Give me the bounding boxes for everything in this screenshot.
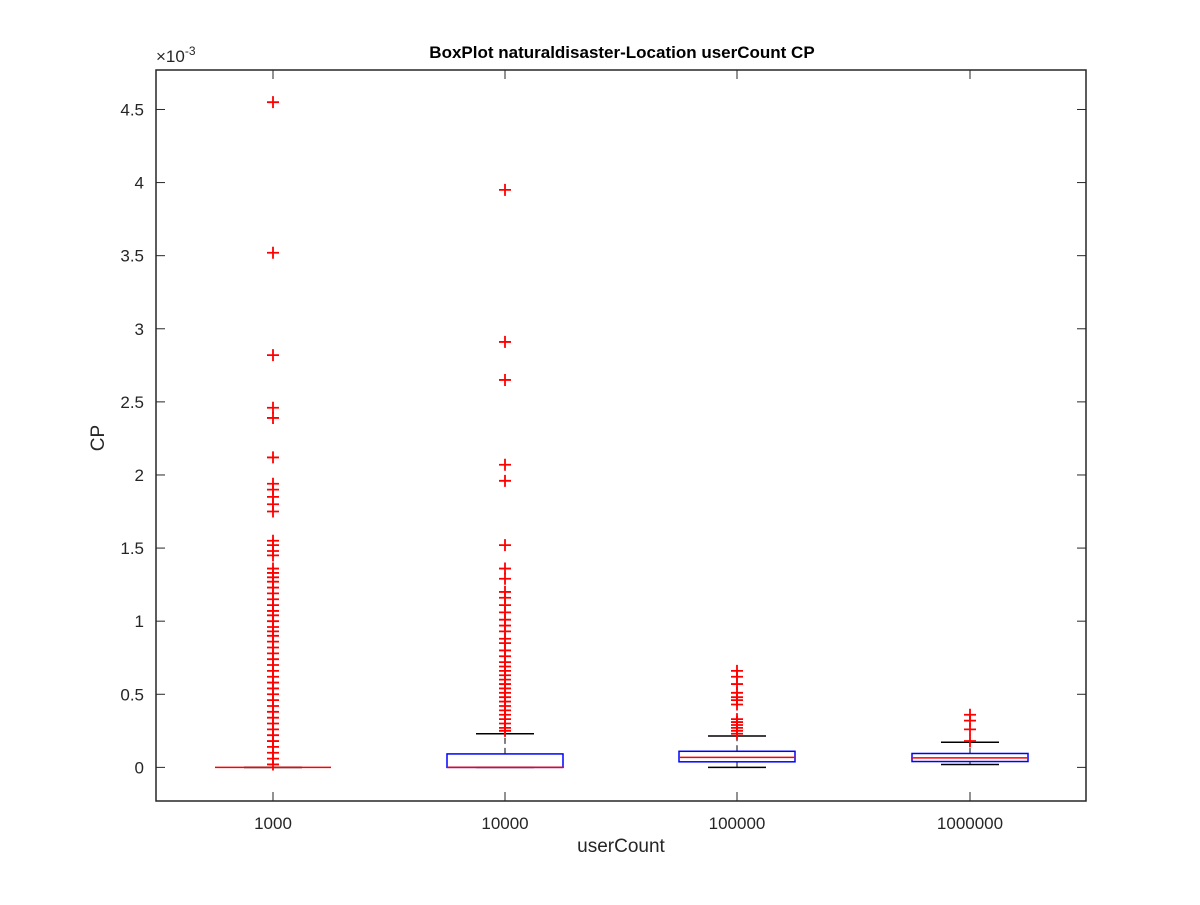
outlier-point [499,539,511,552]
box-group-1000000 [911,708,1029,766]
outlier-point [267,549,279,562]
outlier-point [267,758,279,771]
y-tick-label: 3.5 [120,247,144,266]
outlier-point [499,458,511,471]
y-tick-label: 2.5 [120,393,144,412]
outlier-point [499,183,511,196]
box-group-10000 [446,183,564,769]
iqr-box [678,750,796,763]
outlier-point [267,401,279,414]
x-axis-label: userCount [577,836,665,857]
plot-frame [155,69,1087,802]
outlier-point [731,698,743,711]
outlier-point [499,474,511,487]
y-tick-label: 1 [135,612,144,631]
y-tick-label: 1.5 [120,539,144,558]
axes: 0 0.5 1 1.5 2 2.5 3 3.5 4 4.5 1000 10000 100000 10000… [120,70,1086,833]
x-tick-label: 1000 [254,814,292,833]
plot-marks [215,96,1029,771]
x-tick-label: 100000 [709,814,766,833]
box-group-100000 [678,664,796,769]
y-tick-label: 3 [135,320,144,339]
outlier-point [267,411,279,424]
outlier-point [499,373,511,386]
y-axis-label: CP [88,425,109,451]
outlier-point [499,562,511,575]
outlier-point [731,727,743,740]
chart-title: BoxPlot naturaldisaster-Location userCou… [429,43,814,62]
outlier-point [964,735,976,748]
outlier-point [267,349,279,362]
x-tick-label: 1000000 [937,814,1003,833]
y-tick-label: 2 [135,466,144,485]
outlier-point [499,724,511,737]
outlier-point [267,96,279,109]
y-tick-label: 0.5 [120,685,144,704]
y-tick-label: 0 [135,758,144,777]
outlier-point [267,505,279,518]
outlier-point [499,335,511,348]
outlier-point [964,723,976,736]
y-tick-label: 4 [135,174,144,193]
outlier-point [267,246,279,259]
outlier-point [267,451,279,464]
x-tick-label: 10000 [481,814,528,833]
y-tick-label: 4.5 [120,100,144,119]
outlier-point [499,572,511,585]
y-exponent-label: ×10-3 [156,44,196,66]
box-group-1000 [215,96,331,771]
